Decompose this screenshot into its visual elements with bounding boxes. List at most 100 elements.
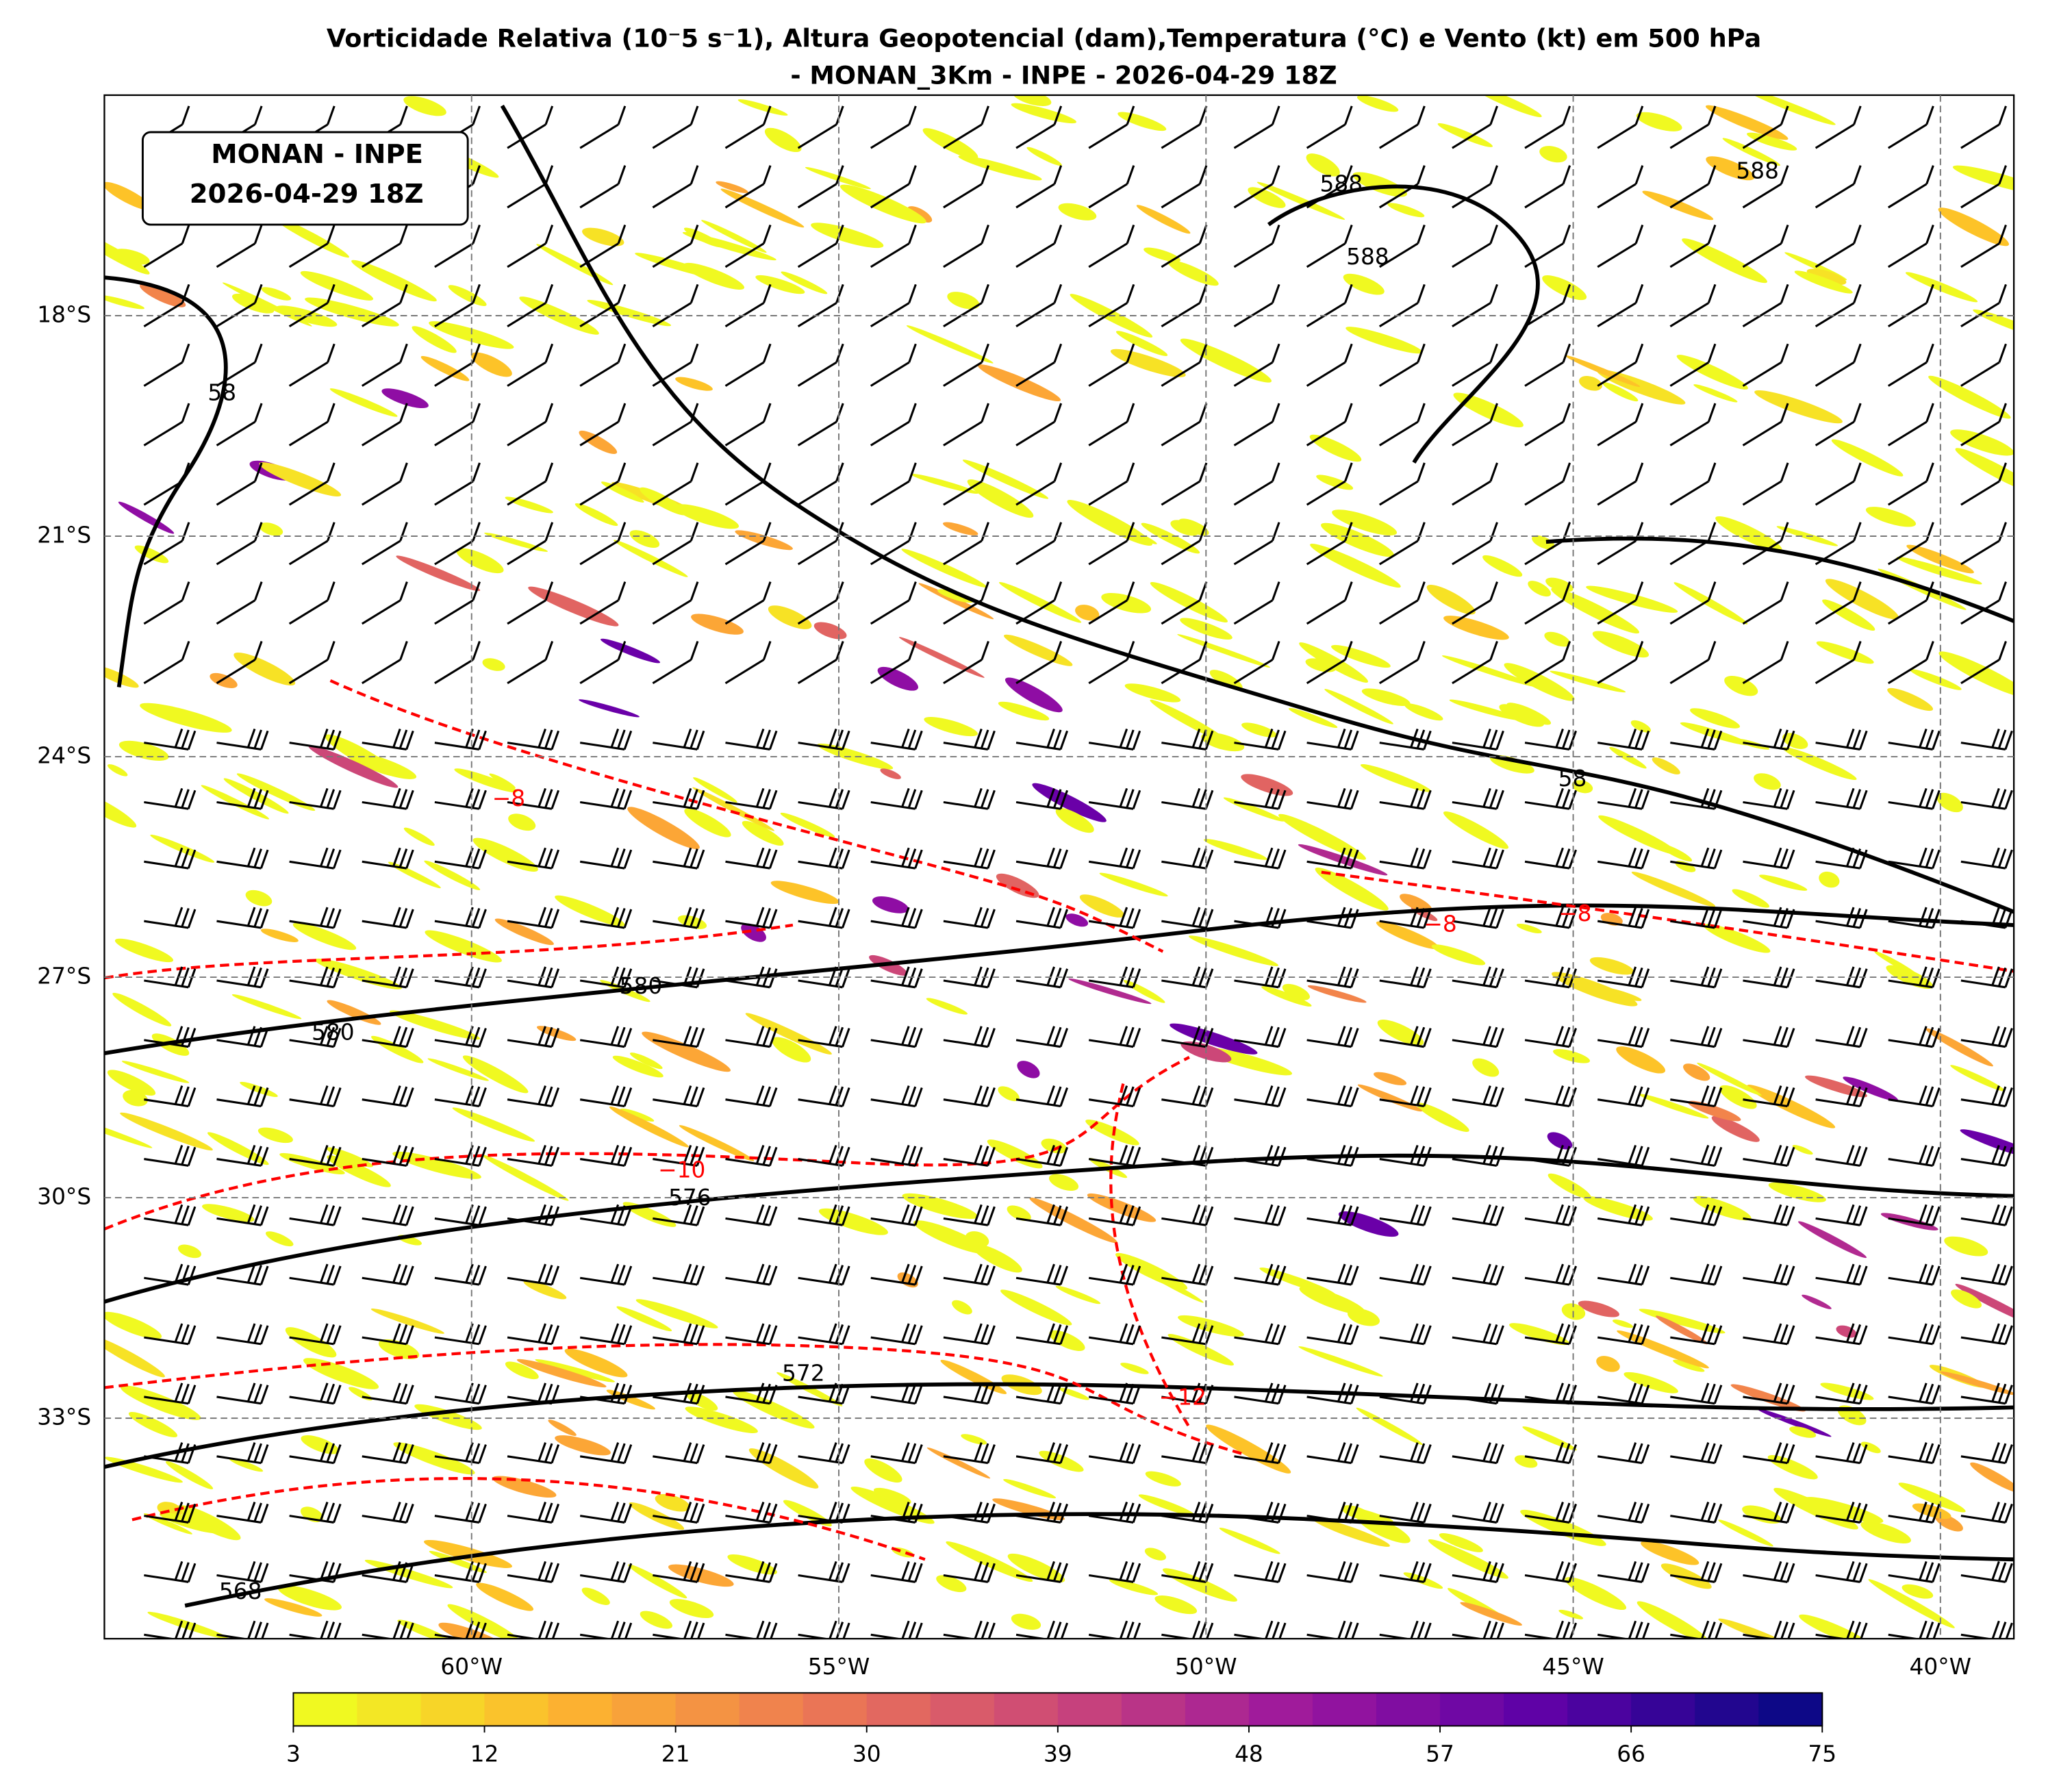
wind-barb bbox=[1306, 659, 1346, 685]
wind-barb-feather bbox=[690, 225, 699, 244]
wind-barb-feather bbox=[247, 1561, 256, 1580]
wind-barb-feather bbox=[1198, 1265, 1207, 1285]
wind-barb-feather bbox=[1126, 1146, 1135, 1165]
wind-barb-feather bbox=[544, 522, 554, 542]
wind-barb-feather bbox=[1845, 907, 1855, 926]
vorticity-streak bbox=[1136, 205, 1191, 234]
wind-barb-feather bbox=[981, 165, 989, 185]
wind-barb bbox=[1524, 1515, 1570, 1524]
wind-barb bbox=[1670, 800, 1715, 810]
wind-barb-feather bbox=[623, 849, 633, 869]
wind-barb-feather bbox=[1991, 1502, 2000, 1522]
wind-barb bbox=[724, 302, 765, 328]
wind-barb-feather bbox=[1555, 1620, 1564, 1639]
wind-barb bbox=[1670, 1039, 1715, 1048]
wind-barb-feather bbox=[907, 1205, 917, 1225]
vorticity-streak bbox=[1079, 894, 1124, 918]
wind-barb-feather bbox=[755, 1204, 765, 1224]
wind-barb-feather bbox=[1410, 907, 1419, 926]
vorticity-streak bbox=[1011, 103, 1077, 124]
wind-barb-feather bbox=[1845, 1263, 1855, 1283]
wind-barb-feather bbox=[1780, 1562, 1789, 1582]
wind-barb-feather bbox=[1191, 1383, 1201, 1402]
wind-barb bbox=[653, 800, 698, 810]
wind-barb-feather bbox=[1925, 403, 1934, 422]
wind-barb bbox=[288, 599, 329, 625]
wind-barb bbox=[870, 540, 910, 566]
wind-barb-feather bbox=[260, 1325, 269, 1345]
wind-barb-feather bbox=[1046, 1561, 1055, 1580]
wind-barb bbox=[1161, 420, 1201, 446]
wind-barb-feather bbox=[690, 640, 699, 661]
wind-barb-feather bbox=[610, 847, 620, 867]
wind-barb-feather bbox=[247, 1442, 256, 1462]
wind-barb-feather bbox=[1126, 225, 1135, 244]
wind-barb-feather bbox=[1410, 1383, 1419, 1402]
wind-barb-feather bbox=[1555, 729, 1564, 748]
wind-barb-feather bbox=[610, 1144, 620, 1164]
wind-barb-feather bbox=[696, 1265, 705, 1285]
wind-barb-feather bbox=[981, 343, 989, 363]
vorticity-streak bbox=[1837, 1405, 1867, 1426]
wind-barb-feather bbox=[174, 907, 184, 926]
wind-barb-feather bbox=[1204, 1444, 1214, 1464]
vorticity-streak bbox=[818, 1208, 888, 1235]
wind-barb bbox=[1161, 183, 1201, 209]
vorticity-streak bbox=[1642, 190, 1714, 220]
wind-barb-feather bbox=[1264, 1561, 1274, 1580]
wind-barb-feather bbox=[471, 1443, 481, 1463]
wind-barb bbox=[870, 1098, 915, 1108]
inset-line-1: MONAN - INPE bbox=[211, 139, 423, 170]
vorticity-streak bbox=[392, 1151, 481, 1179]
wind-barb-feather bbox=[1700, 1263, 1710, 1283]
wind-barb-feather bbox=[1417, 581, 1426, 601]
vorticity-streak bbox=[484, 532, 548, 552]
wind-barb-feather bbox=[551, 1563, 560, 1582]
wind-barb-feather bbox=[181, 1383, 190, 1403]
wind-barb-feather bbox=[1416, 1443, 1426, 1463]
wind-barb-feather bbox=[1786, 1563, 1795, 1582]
wind-barb-feather bbox=[1271, 522, 1280, 542]
wind-barb-feather bbox=[333, 909, 342, 929]
vorticity-streak bbox=[1960, 1129, 2014, 1160]
wind-barb-feather bbox=[981, 640, 989, 661]
vorticity-streak bbox=[1887, 687, 1934, 711]
wind-barb bbox=[1088, 659, 1128, 685]
wind-barb bbox=[1888, 1276, 1933, 1286]
wind-barb-feather bbox=[762, 581, 772, 601]
wind-barb-feather bbox=[1852, 789, 1862, 809]
wind-barb-feather bbox=[974, 1026, 983, 1046]
wind-barb-feather bbox=[762, 1026, 771, 1046]
wind-barb-feather bbox=[914, 1206, 923, 1226]
vorticity-streak bbox=[946, 1541, 1033, 1582]
wind-barb-feather bbox=[319, 1263, 329, 1283]
wind-barb-feather bbox=[1126, 283, 1135, 303]
wind-barb bbox=[1088, 1039, 1134, 1048]
wind-barb-feather bbox=[544, 789, 553, 809]
vorticity-streak bbox=[1706, 156, 1755, 181]
wind-barb bbox=[798, 1515, 843, 1524]
wind-barb-feather bbox=[187, 1206, 197, 1226]
wind-barb-feather bbox=[1264, 1383, 1274, 1402]
wind-barb-feather bbox=[981, 581, 989, 601]
vorticity-streak bbox=[1687, 1100, 1741, 1122]
wind-barb bbox=[216, 361, 256, 387]
wind-barb-feather bbox=[333, 790, 342, 809]
wind-barb-feather bbox=[1991, 729, 2000, 748]
wind-barb-feather bbox=[319, 1323, 329, 1343]
wind-barb-feather bbox=[181, 283, 190, 303]
wind-barb-feather bbox=[1852, 1205, 1862, 1225]
wind-barb-feather bbox=[1198, 462, 1208, 482]
vorticity-streak bbox=[1144, 1548, 1167, 1561]
wind-barb-feather bbox=[1786, 1087, 1795, 1107]
wind-barb-feather bbox=[392, 1323, 401, 1343]
wind-barb-feather bbox=[1264, 1323, 1274, 1343]
wind-barb-feather bbox=[1337, 907, 1346, 926]
wind-barb bbox=[143, 599, 184, 625]
vorticity-streak bbox=[693, 777, 737, 803]
wind-barb-feather bbox=[1853, 640, 1862, 661]
wind-barb bbox=[725, 1455, 770, 1465]
wind-barb bbox=[870, 242, 910, 268]
vorticity-streak bbox=[1299, 1286, 1366, 1315]
wind-barb-feather bbox=[1634, 225, 1644, 244]
